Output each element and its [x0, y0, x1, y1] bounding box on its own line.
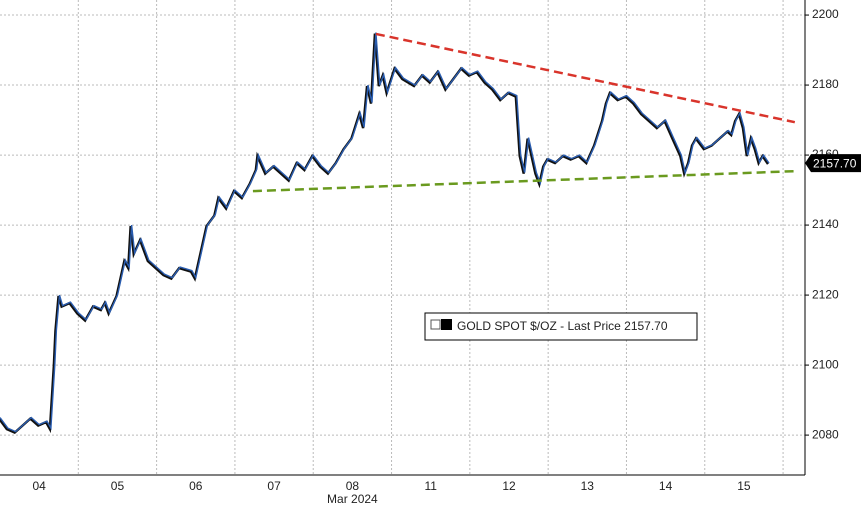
x-tick-label: 06	[189, 479, 203, 493]
x-tick-label: 04	[32, 479, 46, 493]
x-tick-label: 14	[659, 479, 673, 493]
y-tick-label: 2100	[812, 357, 839, 371]
x-tick-label: 08	[346, 479, 360, 493]
x-sublabel: Mar 2024	[327, 492, 378, 506]
x-tick-label: 15	[737, 479, 751, 493]
trend-line	[252, 169, 795, 193]
x-tick-label: 07	[267, 479, 281, 493]
x-tick-label: 13	[581, 479, 595, 493]
legend-box	[424, 312, 698, 341]
legend-label: GOLD SPOT $/OZ - Last Price 2157.70	[457, 319, 668, 333]
x-tick-label: 11	[424, 479, 437, 493]
y-tick-label: 2140	[812, 217, 839, 231]
series-line	[0, 32, 770, 433]
x-tick-label: 05	[111, 479, 125, 493]
y-tick-label: 2120	[812, 287, 839, 301]
last-price-label: 2157.70	[813, 156, 857, 170]
trend-line	[375, 32, 796, 124]
last-price-tag	[805, 154, 861, 173]
y-tick-label: 2200	[812, 7, 839, 21]
y-tick-label: 2080	[812, 427, 839, 441]
legend-swatch	[441, 319, 452, 330]
legend-icon-outer	[430, 319, 441, 330]
y-tick-label: 2180	[812, 77, 839, 91]
x-tick-label: 12	[502, 479, 516, 493]
